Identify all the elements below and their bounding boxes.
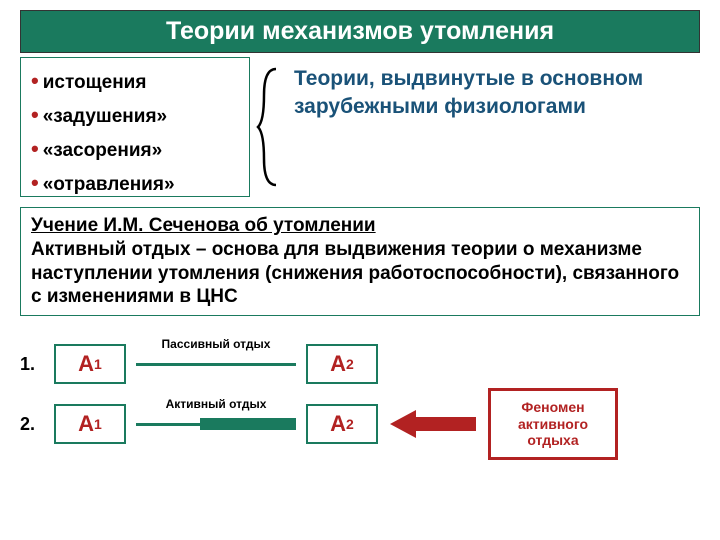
top-row: •истощения •«задушения» •«засорения» •«о…: [20, 57, 700, 197]
row-number: 2.: [20, 414, 44, 435]
rest-label: Пассивный отдых: [136, 338, 296, 351]
section2-title: Учение И.М. Сеченова об утомлении: [31, 214, 689, 238]
row-number: 1.: [20, 354, 44, 375]
section2-body: Активный отдых – основа для выдвижения т…: [31, 238, 689, 309]
sechenov-box: Учение И.М. Сеченова об утомлении Активн…: [20, 207, 700, 316]
theory-description: Теории, выдвинутые в основном зарубежным…: [290, 57, 700, 197]
bullet-icon: •: [31, 68, 39, 93]
bullet-icon: •: [31, 136, 39, 161]
theory-list-box: •истощения •«задушения» •«засорения» •«о…: [20, 57, 250, 197]
arrow-wrap: [388, 406, 478, 442]
brace-wrap: [256, 57, 284, 197]
list-item: •истощения: [31, 64, 239, 98]
line-icon: [136, 412, 296, 436]
list-item: •«отравления»: [31, 166, 239, 200]
rest-label: Активный отдых: [136, 398, 296, 411]
list-item-label: «засорения»: [43, 140, 162, 161]
arrow-left-icon: [388, 406, 478, 442]
list-item-label: «задушения»: [43, 106, 167, 127]
phenomenon-box: Феномен активного отдыха: [488, 388, 618, 460]
diagram-section: 1. А1 Пассивный отдых А2 2. А1 Активный …: [20, 334, 700, 454]
rest-line: Активный отдых: [136, 404, 296, 444]
sub: 1: [94, 356, 102, 372]
sub: 2: [346, 356, 354, 372]
list-item-label: истощения: [43, 72, 147, 93]
list-item-label: «отравления»: [43, 174, 175, 195]
a2-box: А2: [306, 404, 378, 444]
line-icon: [136, 363, 296, 366]
list-item: •«засорения»: [31, 132, 239, 166]
a1-box: А1: [54, 344, 126, 384]
list-item: •«задушения»: [31, 98, 239, 132]
header-bar: Теории механизмов утомления: [20, 10, 700, 53]
sub: 1: [94, 416, 102, 432]
a2-box: А2: [306, 344, 378, 384]
sub: 2: [346, 416, 354, 432]
diagram-row: 1. А1 Пассивный отдых А2: [20, 334, 700, 394]
brace-icon: [256, 67, 284, 187]
diagram-row: 2. А1 Активный отдых А2 Феномен активног…: [20, 394, 700, 454]
bullet-icon: •: [31, 170, 39, 195]
rest-line: Пассивный отдых: [136, 344, 296, 384]
bullet-icon: •: [31, 102, 39, 127]
a1-box: А1: [54, 404, 126, 444]
